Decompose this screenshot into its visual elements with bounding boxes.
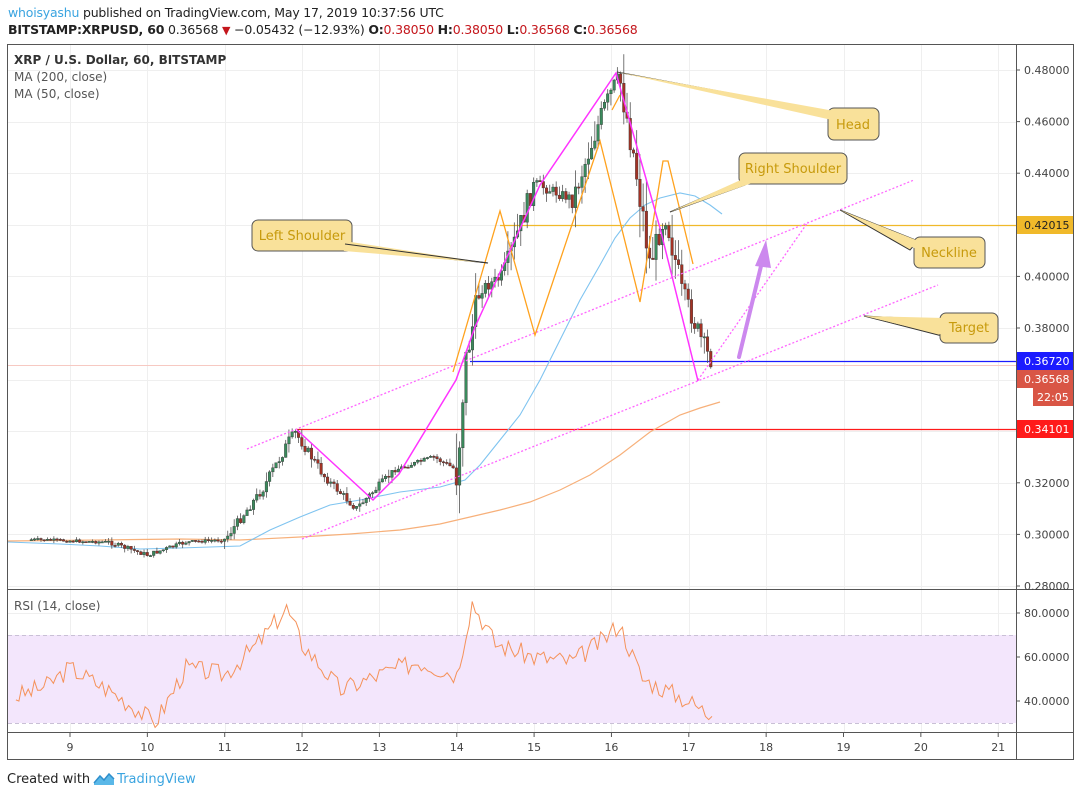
rsi-band xyxy=(8,635,1016,723)
tradingview-logo-icon xyxy=(93,772,115,790)
price-tick-label: 0.28000 xyxy=(1024,580,1070,593)
chart-frame xyxy=(7,44,1074,760)
svg-text:0.36720: 0.36720 xyxy=(1024,355,1070,368)
time-axis[interactable]: 9 10 11 12 13 14 15 16 17 18 19 20 21 xyxy=(67,733,1006,754)
callout-target[interactable]: Target xyxy=(863,312,999,344)
created-with-label: Created with xyxy=(7,772,91,787)
price-tick-label: 0.46000 xyxy=(1024,116,1070,129)
open-label: O: xyxy=(368,22,384,37)
time-tick-label: 12 xyxy=(295,741,309,754)
callout-label: Right Shoulder xyxy=(745,162,842,177)
time-tick-label: 14 xyxy=(450,741,464,754)
high-value: 0.38050 xyxy=(452,22,503,37)
legend-ma200[interactable]: MA (200, close) xyxy=(14,70,108,84)
tradingview-link[interactable]: TradingView xyxy=(117,772,196,787)
symbol-quote-line: BITSTAMP:XRPUSD, 60 0.36568 ▼ −0.05432 (… xyxy=(8,22,638,37)
price-tag-support-blue: 0.36720 xyxy=(1017,352,1073,370)
time-tick-label: 16 xyxy=(604,741,618,754)
legend-symbol-title: XRP / U.S. Dollar, 60, BITSTAMP xyxy=(14,53,227,67)
channel-lower-line[interactable] xyxy=(301,284,939,540)
time-tick-label: 18 xyxy=(759,741,773,754)
price-tick-label: 0.38000 xyxy=(1024,322,1070,335)
callout-left-shoulder[interactable]: Left Shoulder xyxy=(251,219,489,264)
time-tick-label: 13 xyxy=(372,741,386,754)
price-tick-label: 0.40000 xyxy=(1024,270,1070,283)
countdown-tag: 22:05 xyxy=(1033,388,1073,406)
close-label: C: xyxy=(573,22,588,37)
price-tag-neckline: 0.42015 xyxy=(1017,216,1073,234)
rsi-axis[interactable]: 80.0000 60.0000 40.0000 xyxy=(1016,607,1070,708)
rsi-tick-label: 40.0000 xyxy=(1024,695,1070,708)
svg-text:0.36568: 0.36568 xyxy=(1024,373,1070,386)
publish-info: whoisyashu published on TradingView.com,… xyxy=(8,5,444,20)
high-label: H: xyxy=(437,22,453,37)
time-tick-label: 21 xyxy=(991,741,1005,754)
orange-zigzag-pattern[interactable] xyxy=(452,138,694,373)
price-tick-label: 0.44000 xyxy=(1024,167,1070,180)
callout-label: Neckline xyxy=(921,246,977,261)
open-value: 0.38050 xyxy=(383,22,434,37)
price-change: −0.05432 (−12.93%) xyxy=(234,22,365,37)
candlestick-series xyxy=(29,54,713,558)
svg-text:22:05: 22:05 xyxy=(1037,391,1069,404)
time-tick-label: 15 xyxy=(527,741,541,754)
callout-neckline[interactable]: Neckline xyxy=(839,209,986,269)
price-axis[interactable]: 0.48000 0.46000 0.44000 0.40000 0.38000 0.320… xyxy=(1016,64,1070,593)
footer-attribution: Created with TradingView xyxy=(7,772,196,790)
callout-label: Left Shoulder xyxy=(259,229,346,244)
price-tag-current: 0.36568 xyxy=(1017,370,1073,388)
price-tick-label: 0.30000 xyxy=(1024,528,1070,541)
down-triangle-icon: ▼ xyxy=(222,24,231,37)
rsi-tick-label: 60.0000 xyxy=(1024,651,1070,664)
time-tick-label: 17 xyxy=(682,741,696,754)
svg-text:0.42015: 0.42015 xyxy=(1024,219,1070,232)
magenta-zigzag-pattern[interactable] xyxy=(296,71,699,502)
published-text: published on TradingView.com, May 17, 20… xyxy=(79,5,444,20)
callout-label: Head xyxy=(836,118,870,133)
time-tick-label: 10 xyxy=(140,741,154,754)
low-label: L: xyxy=(506,22,520,37)
legend-rsi[interactable]: RSI (14, close) xyxy=(14,599,101,613)
close-value: 0.36568 xyxy=(587,22,638,37)
price-tick-label: 0.32000 xyxy=(1024,477,1070,490)
price-tick-label: 0.48000 xyxy=(1024,64,1070,77)
callout-head[interactable]: Head xyxy=(616,71,880,141)
low-value: 0.36568 xyxy=(519,22,570,37)
legend-ma50[interactable]: MA (50, close) xyxy=(14,87,100,101)
grid-lines xyxy=(8,45,1016,732)
rsi-tick-label: 80.0000 xyxy=(1024,607,1070,620)
rsi-line xyxy=(15,601,713,729)
orange-zigzag-pattern-2[interactable] xyxy=(611,94,621,111)
ma200-line xyxy=(7,401,721,542)
price-tag-support-red: 0.34101 xyxy=(1017,420,1073,438)
symbol-name: BITSTAMP:XRPUSD, 60 xyxy=(8,22,165,37)
last-price: 0.36568 xyxy=(167,22,219,37)
time-tick-label: 20 xyxy=(914,741,928,754)
author-link[interactable]: whoisyashu xyxy=(8,5,80,20)
svg-text:0.34101: 0.34101 xyxy=(1024,423,1070,436)
callout-label: Target xyxy=(948,321,989,336)
callout-right-shoulder[interactable]: Right Shoulder xyxy=(669,152,848,213)
time-tick-label: 19 xyxy=(837,741,851,754)
time-tick-label: 9 xyxy=(67,741,74,754)
projection-arrow-icon[interactable] xyxy=(737,240,771,359)
time-tick-label: 11 xyxy=(218,741,232,754)
